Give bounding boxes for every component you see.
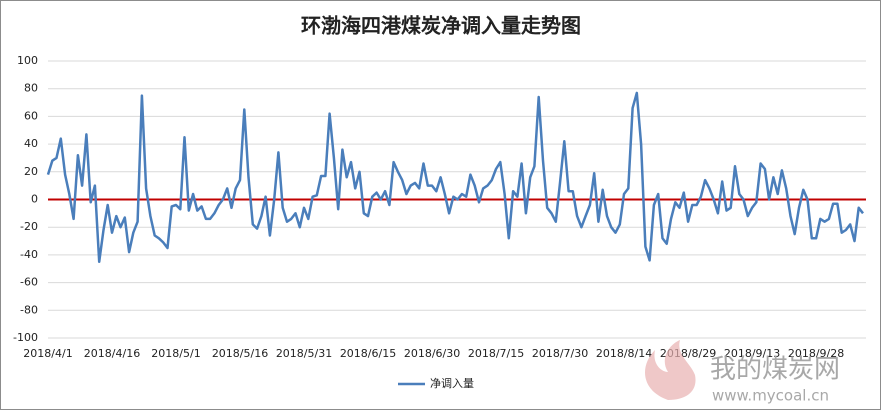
y-tick-label: -100 (13, 331, 38, 344)
x-tick-label: 2018/9/28 (788, 347, 844, 360)
chart-title: 环渤海四港煤炭净调入量走势图 (301, 14, 581, 38)
y-tick-label: -20 (20, 220, 38, 233)
x-tick-label: 2018/4/16 (84, 347, 140, 360)
x-tick-label: 2018/7/30 (532, 347, 588, 360)
watermark-name: 我的煤炭网 (710, 355, 840, 385)
y-tick-label: 100 (17, 54, 38, 67)
data-line (46, 91, 864, 264)
watermark-url: www.mycoal.cn (712, 387, 829, 405)
y-tick-label: 80 (24, 82, 38, 95)
x-tick-label: 2018/9/13 (724, 347, 780, 360)
y-tick-label: 20 (24, 165, 38, 178)
y-tick-label: -80 (20, 303, 38, 316)
legend-label: 净调入量 (430, 376, 474, 390)
y-tick-label: -60 (20, 276, 38, 289)
x-tick-label: 2018/8/14 (596, 347, 652, 360)
y-tick-label: 40 (24, 137, 38, 150)
x-tick-label: 2018/7/15 (468, 347, 524, 360)
y-tick-label: -40 (20, 248, 38, 261)
watermark-logo (645, 340, 696, 400)
y-tick-label: 60 (24, 109, 38, 122)
x-tick-label: 2018/5/31 (276, 347, 332, 360)
x-tick-label: 2018/6/15 (340, 347, 396, 360)
x-tick-label: 2018/5/1 (151, 347, 200, 360)
x-tick-label: 2018/6/30 (404, 347, 460, 360)
x-tick-label: 2018/5/16 (212, 347, 268, 360)
y-tick-label: 0 (31, 193, 38, 206)
x-tick-label: 2018/4/1 (23, 347, 72, 360)
